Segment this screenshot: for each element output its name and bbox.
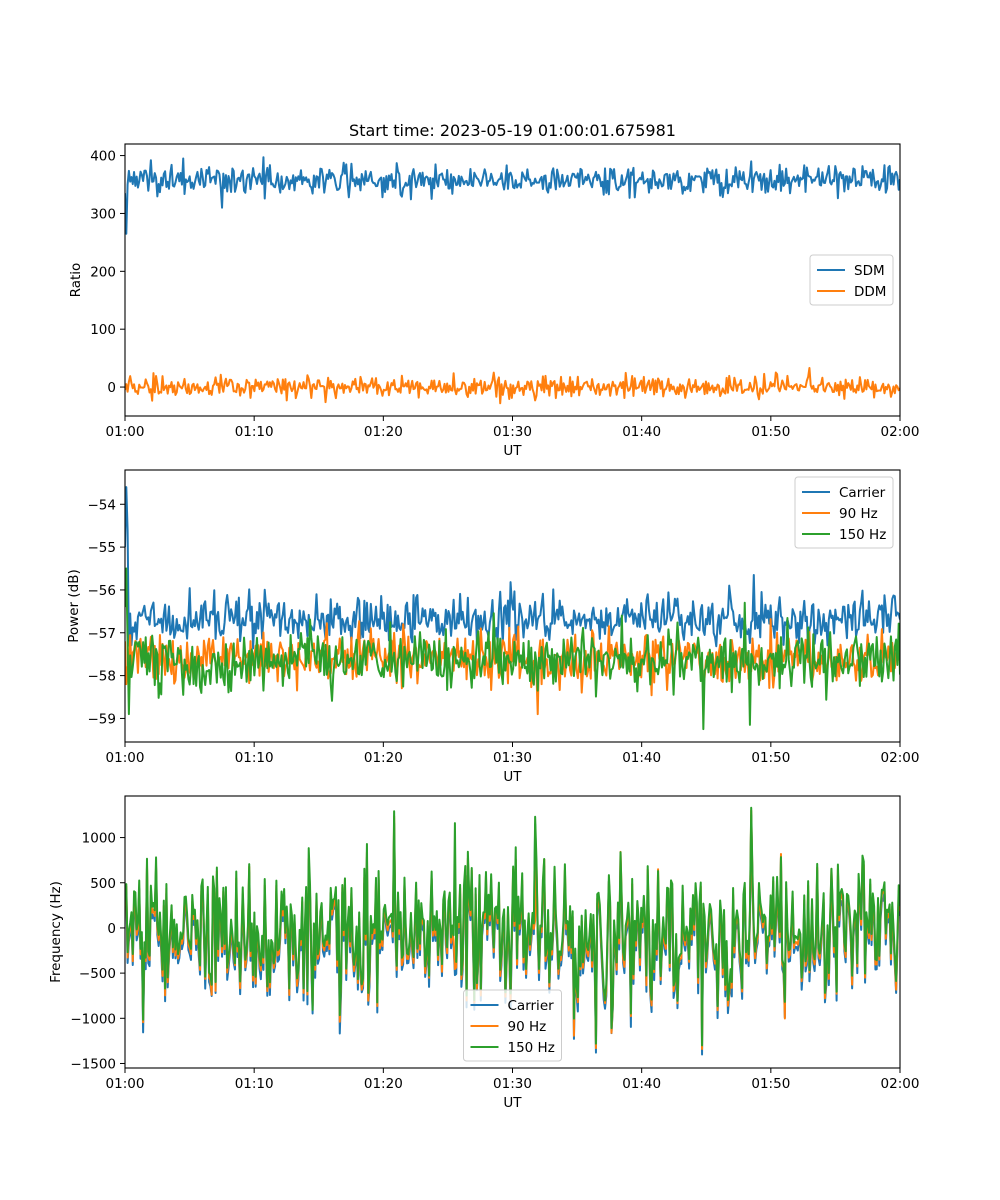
series-line-sdm	[125, 156, 900, 235]
legend: Carrier 90 Hz 150 Hz	[794, 476, 894, 549]
series-line-ddm	[125, 366, 900, 405]
series-line-90-hz	[125, 618, 900, 716]
x-tick-label: 01:30	[493, 424, 532, 440]
legend-label: DDM	[854, 284, 886, 300]
y-tick-label: −59	[88, 711, 117, 727]
x-tick-label: 01:10	[235, 750, 274, 766]
x-tick-label: 01:20	[364, 750, 403, 766]
x-tick-label: 02:00	[881, 750, 920, 766]
legend-label: 90 Hz	[508, 1019, 547, 1035]
x-tick-label: 01:00	[106, 1076, 145, 1092]
y-tick-label: −1500	[70, 1056, 116, 1072]
y-tick-label: −1000	[70, 1011, 116, 1027]
x-tick-label: 01:50	[751, 1076, 790, 1092]
x-tick-label: 01:40	[622, 750, 661, 766]
x-axis-label: UT	[503, 443, 522, 459]
x-tick-label: 01:20	[364, 1076, 403, 1092]
panel-3: 01:00 01:10 01:20 01:30 01:40 01:50 02:00 1000 5…	[48, 795, 920, 1111]
y-tick-label: −57	[88, 626, 117, 642]
legend-label: Carrier	[508, 998, 555, 1014]
y-tick-label: 500	[90, 876, 116, 892]
legend-box	[463, 989, 562, 1062]
y-tick-label: 0	[107, 380, 116, 396]
legend-label: 90 Hz	[839, 506, 878, 522]
series-line-carrier	[125, 486, 900, 651]
legend-label: 150 Hz	[839, 527, 886, 543]
legend: Carrier 90 Hz 150 Hz	[463, 989, 562, 1062]
x-tick-label: 01:30	[493, 750, 532, 766]
legend-label: SDM	[854, 263, 885, 279]
x-tick-label: 01:30	[493, 1076, 532, 1092]
x-tick-label: 01:50	[751, 750, 790, 766]
x-tick-label: 01:50	[751, 424, 790, 440]
x-tick-label: 01:00	[106, 424, 145, 440]
y-tick-label: 400	[90, 149, 116, 165]
x-tick-label: 01:00	[106, 750, 145, 766]
legend-label: Carrier	[839, 485, 886, 501]
legend: SDM DDM	[809, 254, 894, 306]
x-axis-label: UT	[503, 769, 522, 785]
panel-1: 01:00 01:10 01:20 01:30 01:40 01:50 02:00 0 100 2…	[68, 121, 919, 459]
y-axis-label: Frequency (Hz)	[48, 881, 64, 983]
y-tick-label: −58	[88, 669, 117, 685]
y-tick-label: −54	[88, 497, 117, 513]
series-line-150-hz	[125, 806, 900, 1047]
y-tick-label: −56	[88, 583, 117, 599]
y-tick-label: 200	[90, 264, 116, 280]
chart-title: Start time: 2023-05-19 01:00:01.675981	[349, 121, 676, 140]
y-tick-label: −55	[88, 540, 117, 556]
x-axis-label: UT	[503, 1095, 522, 1111]
y-tick-label: 0	[107, 921, 116, 937]
y-tick-label: 1000	[82, 831, 116, 847]
legend-box	[809, 254, 894, 306]
y-tick-label: 100	[90, 322, 116, 338]
x-tick-label: 01:10	[235, 424, 274, 440]
legend-label: 150 Hz	[508, 1040, 555, 1056]
series-line-150-hz	[125, 567, 900, 731]
y-tick-label: −500	[79, 966, 116, 982]
y-tick-label: 300	[90, 206, 116, 222]
y-axis-label: Power (dB)	[66, 569, 82, 642]
x-tick-label: 02:00	[881, 424, 920, 440]
panel-2: 01:00 01:10 01:20 01:30 01:40 01:50 02:00 −54 −5…	[66, 469, 920, 785]
x-tick-label: 01:20	[364, 424, 403, 440]
x-tick-label: 02:00	[881, 1076, 920, 1092]
x-tick-label: 01:40	[622, 424, 661, 440]
x-tick-label: 01:40	[622, 1076, 661, 1092]
x-tick-label: 01:10	[235, 1076, 274, 1092]
y-axis-label: Ratio	[68, 263, 84, 298]
legend-box	[794, 476, 894, 549]
